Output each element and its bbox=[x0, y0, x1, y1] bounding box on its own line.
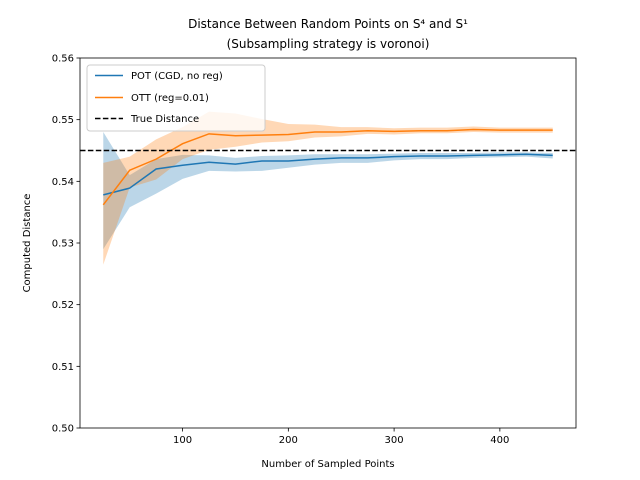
confidence-bands bbox=[103, 111, 553, 265]
y-axis-ticks: 0.50 0.51 0.52 0.53 0.54 0.55 0.56 bbox=[52, 54, 80, 435]
y-tick-label: 0.55 bbox=[52, 115, 74, 126]
series-line-pot bbox=[103, 153, 553, 196]
chart-title-line1: Distance Between Random Points on S⁴ and… bbox=[188, 17, 468, 31]
y-tick-label: 0.53 bbox=[52, 239, 74, 250]
y-tick-label: 0.52 bbox=[52, 300, 74, 311]
series-lines bbox=[102, 128, 553, 206]
y-tick-label: 0.54 bbox=[52, 177, 74, 188]
legend-label-pot: POT (CGD, no reg) bbox=[131, 71, 223, 82]
x-tick-label: 300 bbox=[385, 435, 404, 446]
y-tick-label: 0.51 bbox=[52, 362, 74, 373]
x-axis-ticks: 100 200 300 400 bbox=[173, 428, 509, 446]
series-line-ott bbox=[102, 128, 553, 206]
x-axis-label: Number of Sampled Points bbox=[261, 459, 394, 470]
y-axis-label: Computed Distance bbox=[22, 194, 33, 293]
confidence-band-pot bbox=[103, 132, 553, 250]
legend: POT (CGD, no reg) OTT (reg=0.01) True Di… bbox=[86, 64, 266, 132]
legend-box bbox=[86, 64, 266, 132]
x-tick-label: 400 bbox=[490, 435, 509, 446]
x-tick-label: 200 bbox=[279, 435, 298, 446]
legend-label-ott: OTT (reg=0.01) bbox=[131, 93, 209, 104]
y-tick-label: 0.50 bbox=[52, 424, 74, 435]
y-tick-label: 0.56 bbox=[52, 54, 74, 65]
chart-title-line2: (Subsampling strategy is voronoi) bbox=[227, 37, 430, 51]
x-tick-label: 100 bbox=[173, 435, 192, 446]
legend-label-true-distance: True Distance bbox=[130, 114, 199, 125]
